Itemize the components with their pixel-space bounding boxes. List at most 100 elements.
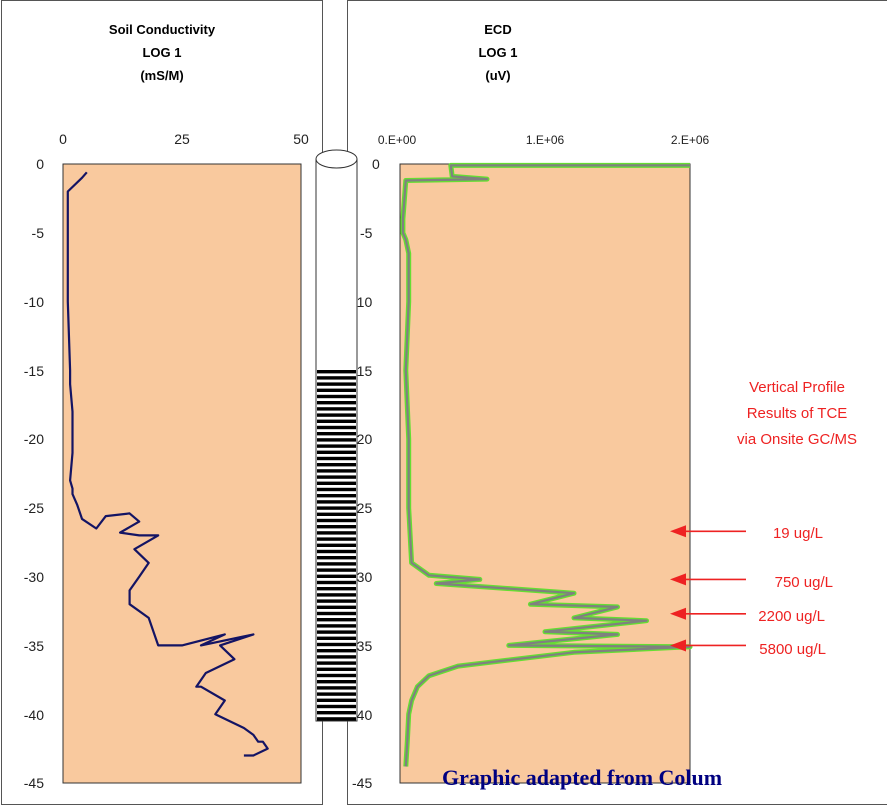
screen-slot — [317, 661, 356, 665]
screen-slot — [317, 611, 356, 616]
screen-slot — [317, 531, 356, 535]
soil-conductivity-series-line — [66, 171, 269, 757]
screen-slot — [317, 512, 356, 516]
annotation-label: 19 ug/L — [773, 525, 823, 542]
right-y-tick-label: -45 — [352, 775, 372, 791]
screen-slot — [317, 432, 356, 436]
left-y-tick-label: -20 — [24, 431, 44, 447]
annotation-label: 5800 ug/L — [759, 641, 826, 658]
screen-slot — [317, 456, 356, 461]
screen-slot — [317, 556, 356, 560]
annotation-title-line-2: Results of TCE — [747, 405, 848, 422]
screen-slot — [317, 481, 356, 485]
screen-slot — [317, 413, 356, 417]
right-y-tick-label: -5 — [360, 225, 373, 241]
screen-slot — [317, 686, 356, 690]
annotation-arrow-head — [670, 607, 686, 620]
screen-slot — [317, 574, 356, 578]
left-chart-title-line-2: LOG 1 — [142, 45, 181, 60]
screen-slot — [317, 463, 356, 467]
screen-slot — [317, 593, 356, 597]
annotation-arrow-head — [670, 639, 686, 652]
screen-slot — [317, 444, 356, 448]
screen-slot — [317, 568, 356, 572]
screen-slot — [317, 475, 356, 479]
screen-slot — [317, 692, 356, 696]
screen-slot — [317, 562, 356, 566]
screen-slot — [317, 506, 356, 510]
left-y-tick-label: -5 — [32, 225, 45, 241]
left-y-tick-label: -10 — [24, 294, 44, 310]
left-y-tick-label: -35 — [24, 638, 44, 654]
left-y-tick-label: -45 — [24, 775, 44, 791]
screen-slot — [317, 667, 356, 671]
left-y-tick-label: -25 — [24, 500, 44, 516]
left-y-tick-label: 0 — [36, 156, 44, 172]
left-x-tick-label: 25 — [174, 131, 190, 147]
screen-slot — [317, 630, 356, 634]
right-chart-title-line-1: ECD — [484, 22, 511, 37]
annotation-arrow-head — [670, 525, 686, 538]
left-chart-title-line-1: Soil Conductivity — [109, 22, 216, 37]
screen-slot — [317, 407, 356, 411]
screen-slot — [317, 494, 356, 498]
left-plot-area — [62, 163, 302, 784]
screen-slot — [317, 549, 356, 554]
screen-slot — [317, 642, 356, 647]
right-x-tick-label: 1.E+06 — [526, 133, 565, 147]
screen-slot — [317, 624, 356, 628]
annotation-title-line-3: via Onsite GC/MS — [737, 431, 857, 448]
screen-slot — [317, 525, 356, 529]
left-y-tick-label: -15 — [24, 363, 44, 379]
screen-slot — [317, 673, 356, 678]
well-top-opening — [315, 149, 358, 169]
screen-slot — [317, 649, 356, 653]
screen-slot — [317, 388, 356, 392]
figure-caption: Graphic adapted from Colum — [442, 765, 722, 790]
screen-slot — [317, 711, 356, 715]
right-plot-area — [399, 163, 691, 784]
screen-slot — [317, 543, 356, 547]
tce-annotation: Vertical Profile Results of TCE via Onsi… — [670, 379, 857, 658]
right-x-tick-label: 2.E+06 — [671, 133, 710, 147]
left-axis-ticks: 0 25 50 0 -5 -10 -15 -20 -25 -30 -35 -40… — [24, 131, 309, 791]
screen-slot — [317, 580, 356, 585]
screen-slot — [317, 599, 356, 603]
annotation-label: 750 ug/L — [775, 574, 833, 591]
screen-slot — [317, 500, 356, 504]
left-x-tick-label: 0 — [59, 131, 67, 147]
left-chart-title-line-3: (mS/M) — [140, 68, 183, 83]
screen-slot — [317, 587, 356, 591]
screen-slot — [317, 469, 356, 473]
screen-slot — [317, 450, 356, 454]
left-x-tick-label: 50 — [293, 131, 309, 147]
right-y-tick-label: 0 — [372, 156, 380, 172]
screen-slot — [317, 537, 356, 541]
screen-slot — [317, 704, 356, 709]
annotation-label: 2200 ug/L — [758, 608, 825, 625]
screen-slot — [317, 370, 356, 374]
right-chart-title-line-3: (uV) — [485, 68, 510, 83]
screen-slot — [317, 419, 356, 423]
screen-slot — [317, 636, 356, 640]
annotation-title-line-1: Vertical Profile — [749, 379, 845, 396]
screen-slot — [317, 487, 356, 492]
right-chart-title-line-2: LOG 1 — [478, 45, 517, 60]
screen-slot — [317, 518, 356, 523]
screen-slot — [317, 438, 356, 442]
screen-slot — [317, 382, 356, 386]
screen-slot — [317, 376, 356, 380]
left-y-tick-label: -40 — [24, 707, 44, 723]
annotation-arrows — [670, 525, 746, 652]
screen-slot — [317, 401, 356, 405]
well-schematic — [315, 149, 358, 722]
ecd-series-line — [401, 164, 692, 767]
left-y-tick-label: -30 — [24, 569, 44, 585]
screen-slot — [317, 394, 356, 399]
well-screen — [317, 370, 356, 721]
screen-slot — [317, 698, 356, 702]
screen-slot — [317, 605, 356, 609]
annotation-arrow-head — [670, 573, 686, 586]
screen-slot — [317, 618, 356, 622]
